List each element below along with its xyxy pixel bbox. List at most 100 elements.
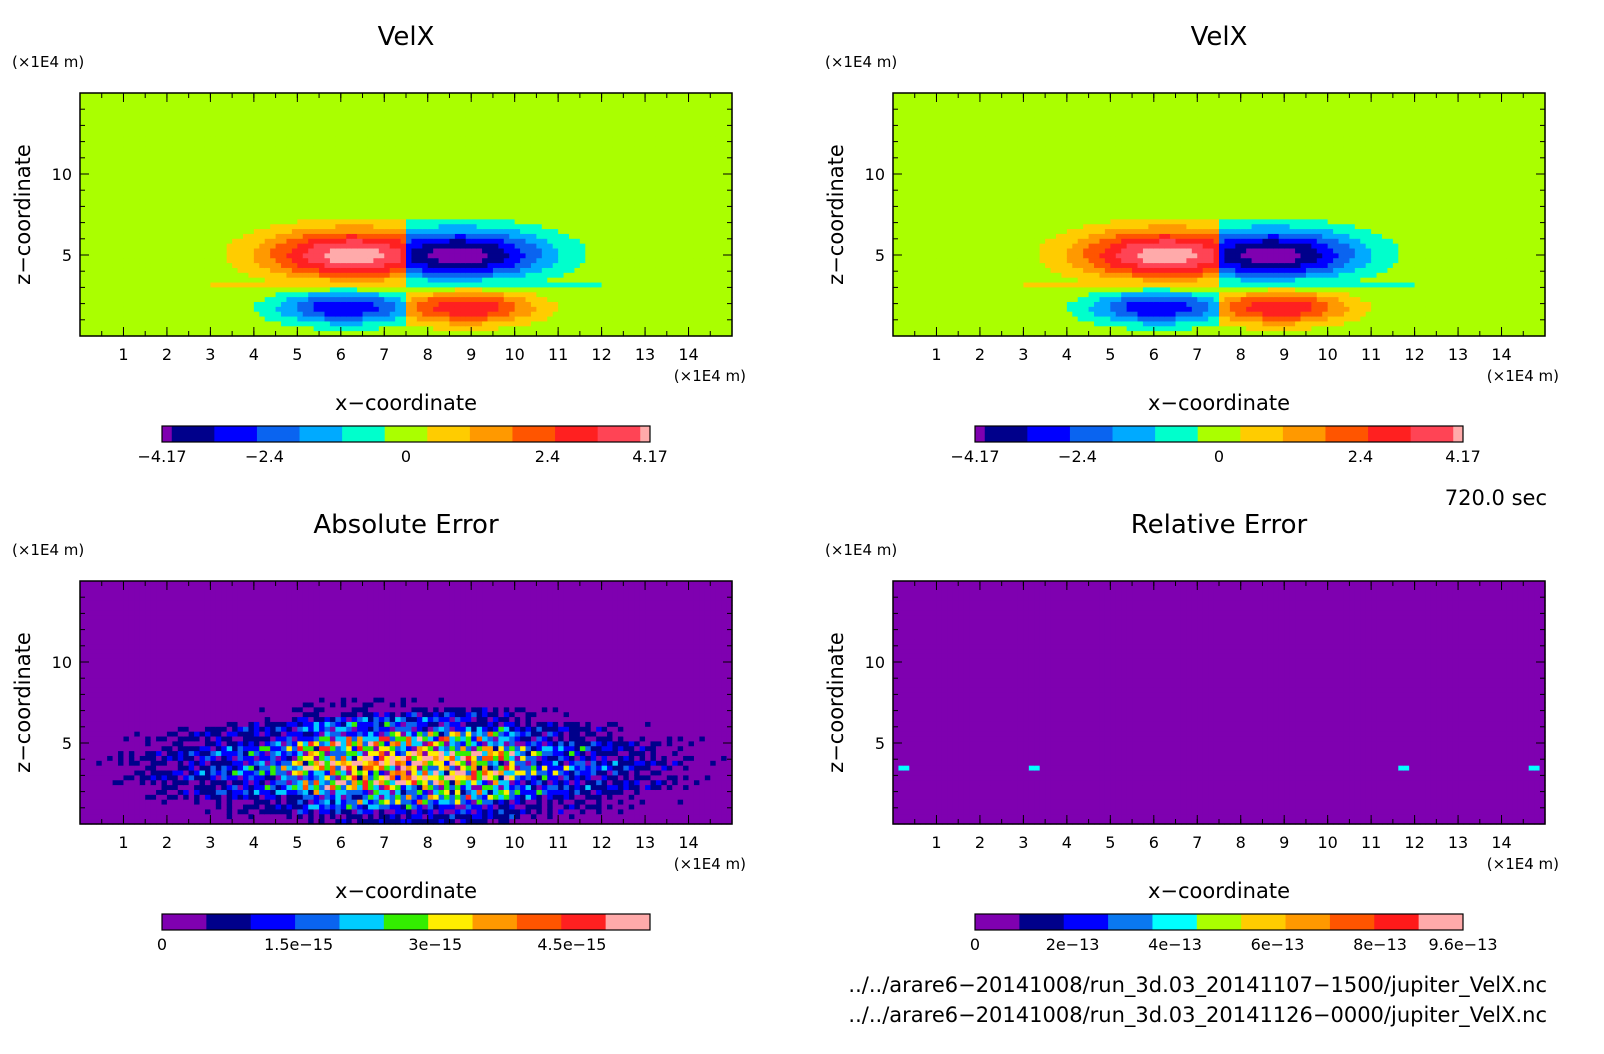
heatmap-cell	[324, 97, 331, 104]
heatmap-cell	[460, 93, 467, 99]
heatmap-cell	[308, 185, 315, 191]
heatmap-cell	[406, 229, 413, 235]
heatmap-cell	[90, 180, 97, 186]
heatmap-cell	[340, 195, 347, 201]
heatmap-cell	[427, 209, 434, 216]
heatmap-cell	[248, 112, 255, 118]
heatmap-cell	[601, 199, 608, 206]
heatmap-cell	[367, 277, 374, 284]
heatmap-cell	[150, 204, 157, 211]
heatmap-cell	[541, 282, 548, 288]
heatmap-cell	[514, 297, 521, 303]
heatmap-cell	[204, 199, 211, 206]
heatmap-cell	[596, 248, 603, 254]
heatmap-cell	[449, 292, 456, 298]
heatmap-cell	[291, 146, 298, 152]
heatmap-cell	[590, 292, 597, 298]
heatmap-cell	[161, 224, 168, 230]
heatmap-cell	[438, 306, 445, 313]
heatmap-cell	[422, 151, 429, 157]
heatmap-cell	[161, 267, 168, 274]
heatmap-cell	[536, 97, 543, 104]
heatmap-cell	[281, 141, 288, 148]
heatmap-cell	[90, 151, 97, 157]
heatmap-cell	[264, 311, 271, 318]
heatmap-cell	[118, 331, 125, 337]
heatmap-cell	[150, 156, 157, 162]
heatmap-cell	[520, 102, 527, 109]
heatmap-cell	[259, 326, 266, 332]
heatmap-cell	[487, 146, 494, 152]
heatmap-cell	[590, 112, 597, 118]
heatmap-cell	[558, 146, 565, 152]
heatmap-cell	[541, 136, 548, 143]
heatmap-cell	[482, 146, 489, 152]
heatmap-cell	[319, 156, 326, 162]
heatmap-cell	[118, 93, 125, 99]
heatmap-cell	[80, 292, 87, 298]
heatmap-cell	[422, 277, 429, 284]
heatmap-cell	[134, 301, 141, 308]
heatmap-cell	[579, 165, 586, 172]
heatmap-cell	[362, 258, 369, 264]
heatmap-cell	[275, 272, 282, 279]
heatmap-cell	[107, 297, 114, 303]
heatmap-cell	[520, 258, 527, 264]
heatmap-cell	[253, 263, 260, 269]
heatmap-cell	[275, 263, 282, 269]
heatmap-cell	[139, 233, 146, 240]
heatmap-cell	[389, 316, 396, 323]
heatmap-cell	[482, 165, 489, 172]
heatmap-cell	[509, 199, 516, 206]
heatmap-cell	[324, 151, 331, 157]
heatmap-cell	[596, 170, 603, 177]
heatmap-cell	[373, 180, 380, 186]
heatmap-cell	[118, 316, 125, 323]
heatmap-cell	[199, 185, 206, 191]
heatmap-cell	[574, 190, 581, 196]
heatmap-cell	[118, 122, 125, 128]
heatmap-cell	[465, 272, 472, 279]
heatmap-cell	[520, 131, 527, 138]
heatmap-cell	[454, 282, 461, 288]
heatmap-cell	[563, 112, 570, 118]
heatmap-cell	[411, 117, 418, 123]
heatmap-cell	[85, 253, 92, 259]
heatmap-cell	[145, 165, 152, 172]
heatmap-cell	[291, 117, 298, 123]
heatmap-cell	[465, 292, 472, 298]
heatmap-cell	[541, 233, 548, 240]
heatmap-cell	[471, 190, 478, 196]
heatmap-cell	[291, 331, 298, 337]
heatmap-cell	[422, 131, 429, 138]
heatmap-cell	[237, 321, 244, 327]
heatmap-cell	[172, 141, 179, 148]
heatmap-cell	[612, 297, 619, 303]
heatmap-cell	[503, 199, 510, 206]
heatmap-cell	[552, 209, 559, 216]
heatmap-cell	[346, 107, 353, 114]
heatmap-cell	[444, 161, 451, 167]
heatmap-cell	[188, 229, 195, 235]
heatmap-cell	[601, 238, 608, 245]
heatmap-cell	[166, 131, 173, 138]
heatmap-cell	[270, 219, 277, 225]
heatmap-cell	[427, 180, 434, 186]
heatmap-cell	[123, 316, 130, 323]
heatmap-cell	[172, 127, 179, 133]
heatmap-cell	[215, 180, 222, 186]
heatmap-cell	[438, 185, 445, 191]
heatmap-cell	[509, 243, 516, 250]
heatmap-cell	[389, 214, 396, 220]
heatmap-cell	[150, 224, 157, 230]
heatmap-cell	[264, 233, 271, 240]
heatmap-cell	[498, 170, 505, 177]
heatmap-cell	[123, 326, 130, 332]
heatmap-cell	[139, 282, 146, 288]
heatmap-cell	[123, 233, 130, 240]
heatmap-cell	[378, 248, 385, 254]
heatmap-cell	[194, 161, 201, 167]
heatmap-cell	[530, 321, 537, 327]
heatmap-cell	[340, 272, 347, 279]
